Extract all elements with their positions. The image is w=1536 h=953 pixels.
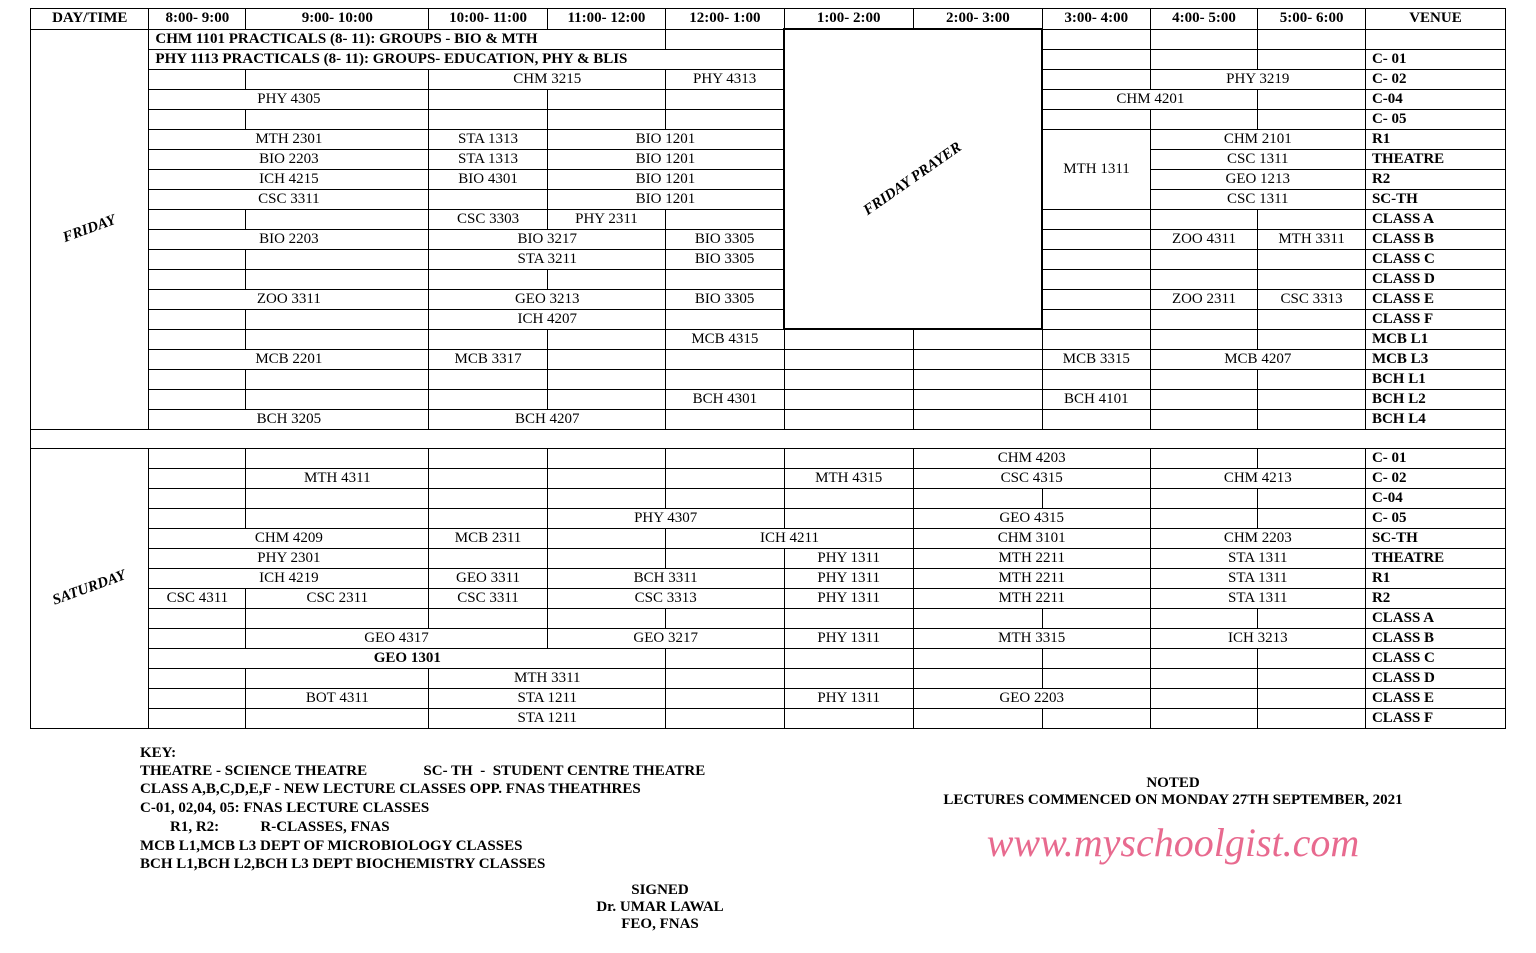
time-1: 9:00- 10:00 [246, 9, 429, 30]
signed-block: SIGNED Dr. UMAR LAWAL FEO, FNAS [560, 882, 760, 933]
saturday-label: SATURDAY [31, 448, 149, 728]
friday-prayer: FRIDAY PRAYER [784, 29, 1042, 329]
time-0: 8:00- 9:00 [149, 9, 246, 30]
friday-practicals-chm: CHM 1101 PRACTICALS (8- 11): GROUPS - BI… [149, 29, 666, 49]
friday-practicals-phy: PHY 1113 PRACTICALS (8- 11): GROUPS- EDU… [149, 49, 784, 69]
footer: KEY: THEATRE - SCIENCE THEATRE SC- TH - … [30, 745, 1506, 934]
key-label: KEY: [140, 745, 230, 762]
time-6: 2:00- 3:00 [913, 9, 1042, 30]
time-9: 5:00- 6:00 [1258, 9, 1366, 30]
timetable: DAY/TIME 8:00- 9:00 9:00- 10:00 10:00- 1… [30, 8, 1506, 729]
time-2: 10:00- 11:00 [429, 9, 547, 30]
time-5: 1:00- 2:00 [784, 9, 913, 30]
header-row: DAY/TIME 8:00- 9:00 9:00- 10:00 10:00- 1… [31, 9, 1506, 30]
daytime-header: DAY/TIME [31, 9, 149, 30]
venue-header: VENUE [1365, 9, 1505, 30]
friday-label: FRIDAY [31, 29, 149, 429]
time-7: 3:00- 4:00 [1042, 9, 1150, 30]
time-3: 11:00- 12:00 [547, 9, 665, 30]
venue: C- 01 [1365, 49, 1505, 69]
time-8: 4:00- 5:00 [1150, 9, 1258, 30]
noted-title: NOTED [840, 775, 1506, 792]
time-4: 12:00- 1:00 [666, 9, 784, 30]
key-lines: THEATRE - SCIENCE THEATRE SC- TH - STUDE… [140, 762, 705, 875]
noted-text: LECTURES COMMENCED ON MONDAY 27TH SEPTEM… [840, 792, 1506, 809]
watermark: www.myschoolgist.com [840, 819, 1506, 866]
